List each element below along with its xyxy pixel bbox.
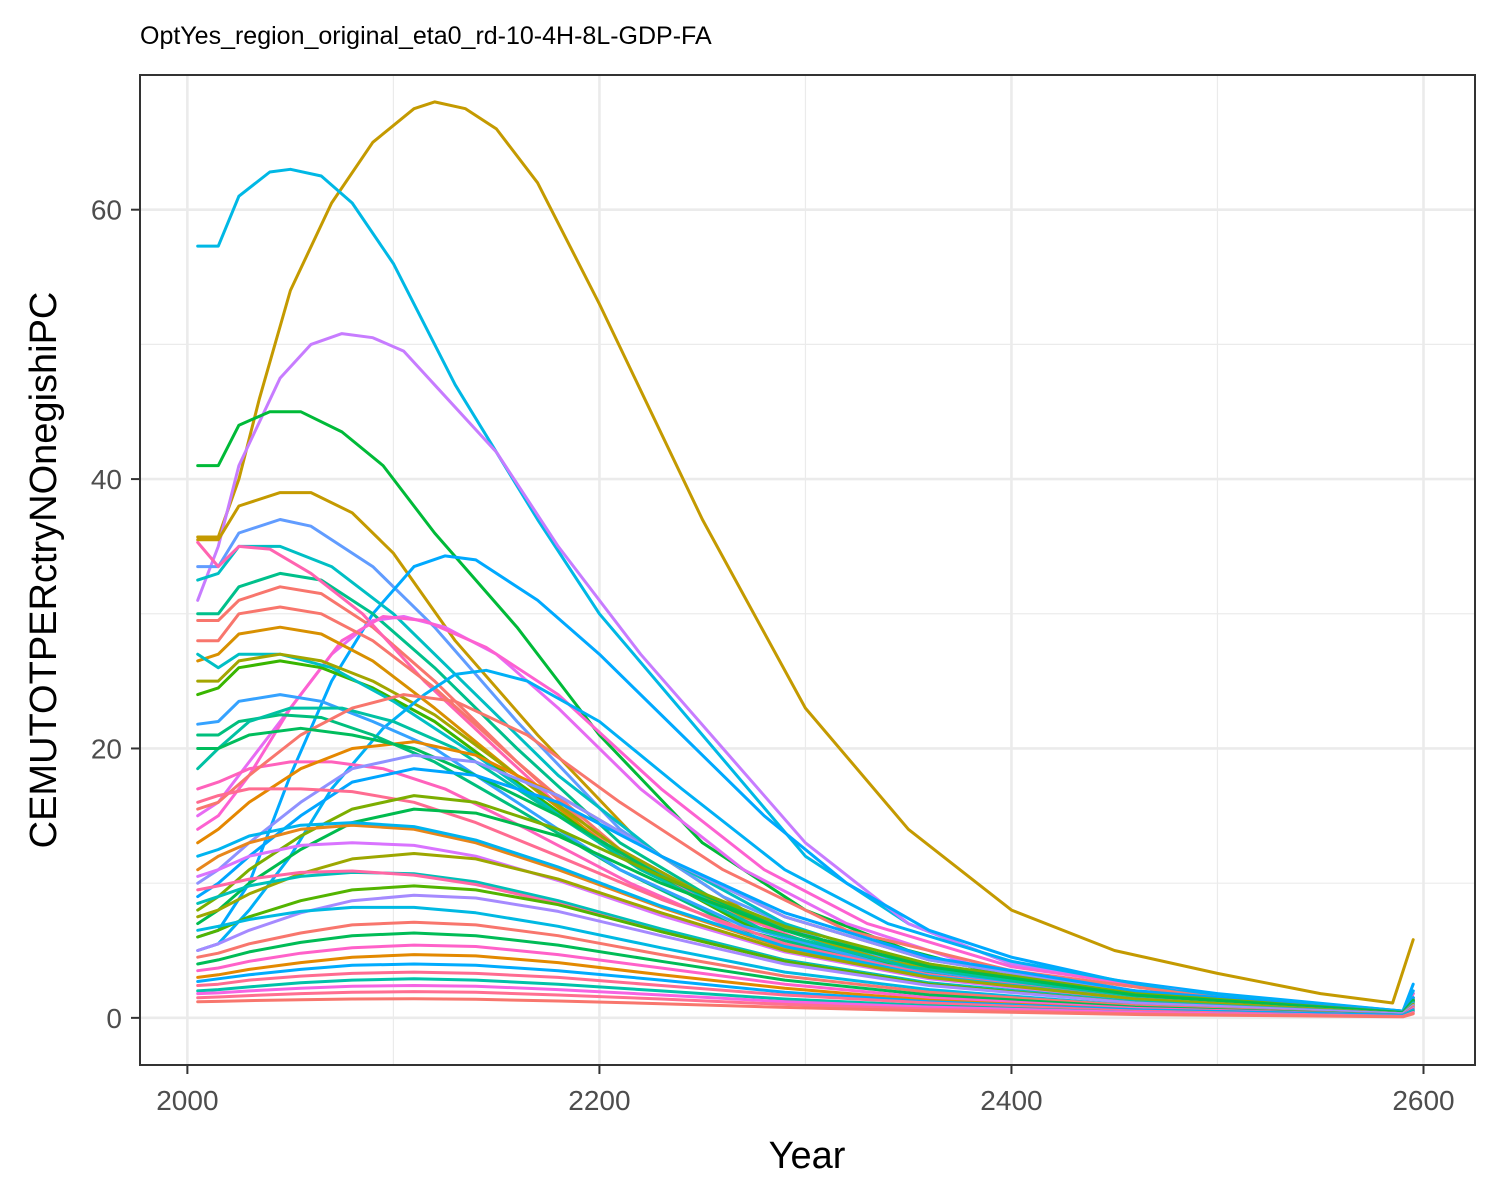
series-line-42	[196, 931, 1415, 1017]
series-line-46	[196, 970, 1415, 1018]
plot-border	[139, 74, 1476, 1066]
plot-panel	[140, 75, 1475, 1065]
series-line-43	[196, 943, 1415, 1017]
x-axis-title: Year	[769, 1135, 846, 1177]
x-tick-label: 2000	[156, 1085, 218, 1116]
y-tick-label: 40	[91, 464, 122, 495]
x-tick-label: 2200	[568, 1085, 630, 1116]
series-line-50	[196, 997, 1415, 1019]
y-tick-label: 60	[91, 195, 122, 226]
x-axis: 2000 2200 2400 2600	[156, 1065, 1455, 1116]
series-lines	[196, 100, 1415, 1019]
x-tick-label: 2600	[1392, 1085, 1454, 1116]
series-line-30	[196, 794, 1415, 1014]
series-line-24	[196, 693, 1415, 1014]
series-line-22	[196, 706, 1415, 1016]
x-tick-label: 2400	[980, 1085, 1042, 1116]
major-gridlines	[140, 75, 1475, 1065]
series-line-3	[196, 332, 1415, 1013]
series-line-19	[196, 668, 1415, 1013]
y-axis-title: CEMUTOTPERctryNOnegishiPC	[23, 292, 65, 849]
y-axis: 0 20 40 60	[91, 195, 140, 1034]
series-line-1	[196, 100, 1415, 1005]
series-line-39	[196, 893, 1415, 1016]
chart-title: OptYes_region_original_eta0_rd-10-4H-8L-…	[140, 22, 712, 50]
series-line-41	[196, 920, 1415, 1017]
series-line-28	[196, 767, 1415, 1014]
series-line-27	[196, 753, 1415, 1014]
y-tick-label: 0	[106, 1003, 122, 1034]
series-line-13	[196, 615, 1415, 1014]
y-tick-label: 20	[91, 733, 122, 764]
series-line-35	[196, 852, 1415, 1016]
